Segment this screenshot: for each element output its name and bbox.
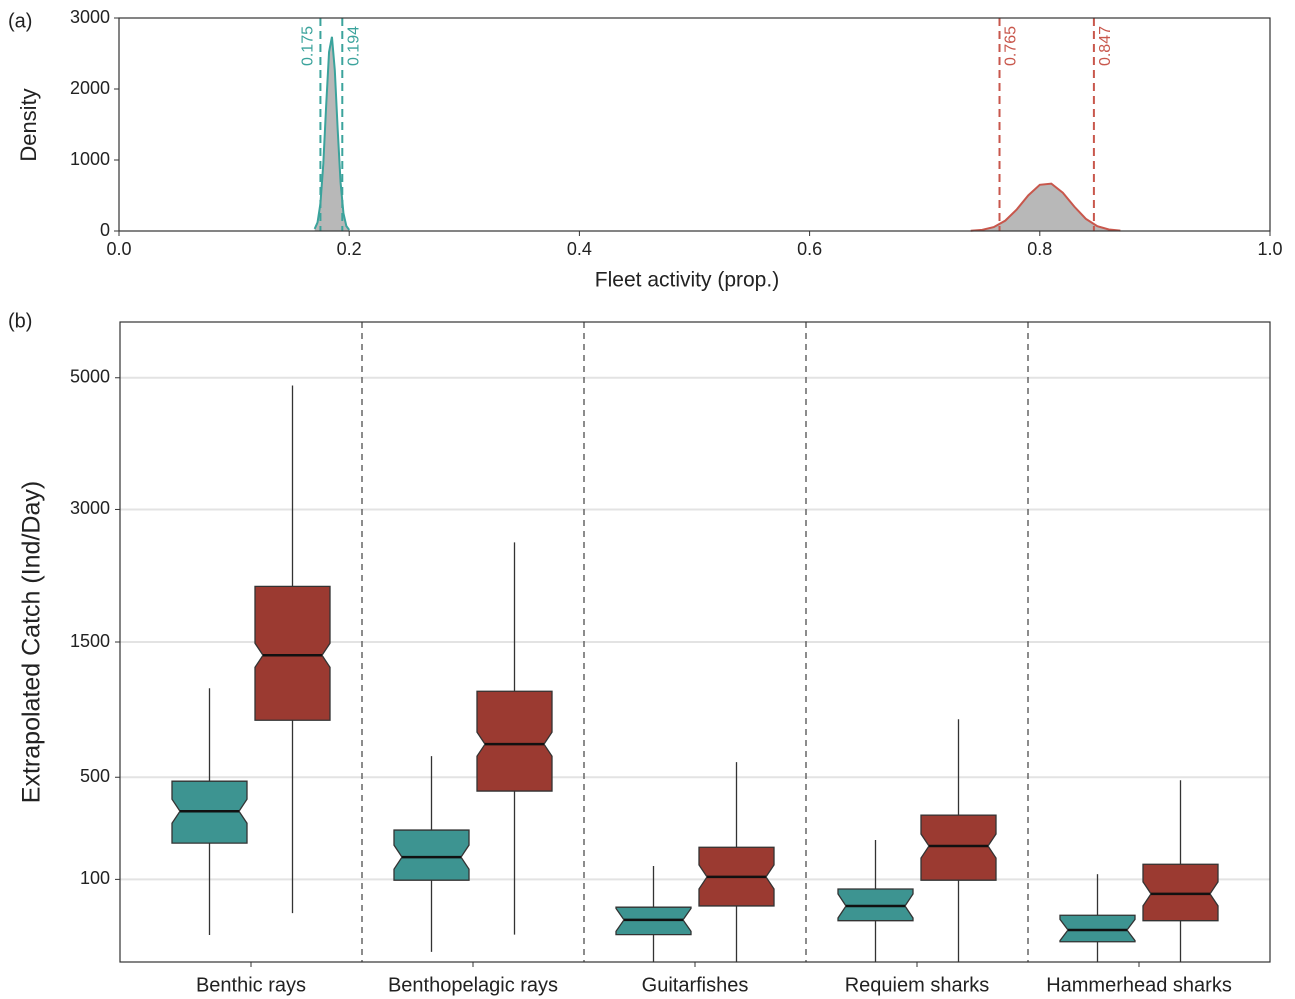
density-area: [971, 184, 1121, 231]
interval-label: 0.765: [1003, 26, 1020, 66]
x-tick-label: Benthopelagic rays: [388, 974, 558, 996]
y-tick-label: 3000: [70, 7, 110, 27]
x-tick-label: 0.6: [797, 239, 822, 259]
x-axis-title: Fleet activity (prop.): [595, 269, 779, 292]
y-tick-label: 1500: [70, 631, 110, 651]
box: [255, 586, 330, 720]
y-axis-title: Extrapolated Catch (Ind/Day): [18, 481, 46, 803]
interval-label: 0.847: [1097, 26, 1114, 66]
x-tick-label: 1.0: [1257, 239, 1282, 259]
y-tick-label: 5000: [70, 367, 110, 387]
x-tick-label: 0.4: [567, 239, 592, 259]
interval-label: 0.175: [300, 26, 317, 66]
y-tick-label: 3000: [70, 498, 110, 518]
y-tick-label: 500: [80, 766, 110, 786]
x-tick-label: Hammerhead sharks: [1046, 974, 1232, 996]
x-tick-label: Requiem sharks: [845, 974, 990, 996]
y-tick-label: 2000: [70, 78, 110, 98]
figure: (a) (b) Density Fleet activity (prop.) E…: [0, 0, 1295, 999]
y-tick-label: 100: [80, 868, 110, 888]
panel-label: (b): [8, 310, 32, 332]
box: [1060, 915, 1135, 942]
x-tick-label: Guitarfishes: [642, 974, 749, 996]
y-tick-label: 0: [100, 220, 110, 240]
box: [1143, 864, 1218, 920]
interval-label: 0.194: [346, 26, 363, 66]
panel-label: (a): [8, 10, 32, 32]
box: [921, 815, 996, 880]
box: [394, 830, 469, 880]
x-tick-label: 0.0: [106, 239, 131, 259]
y-axis-title: Density: [16, 88, 41, 161]
x-tick-label: 0.2: [337, 239, 362, 259]
x-tick-label: 0.8: [1027, 239, 1052, 259]
y-tick-label: 1000: [70, 149, 110, 169]
box: [477, 691, 552, 791]
x-tick-label: Benthic rays: [196, 974, 306, 996]
